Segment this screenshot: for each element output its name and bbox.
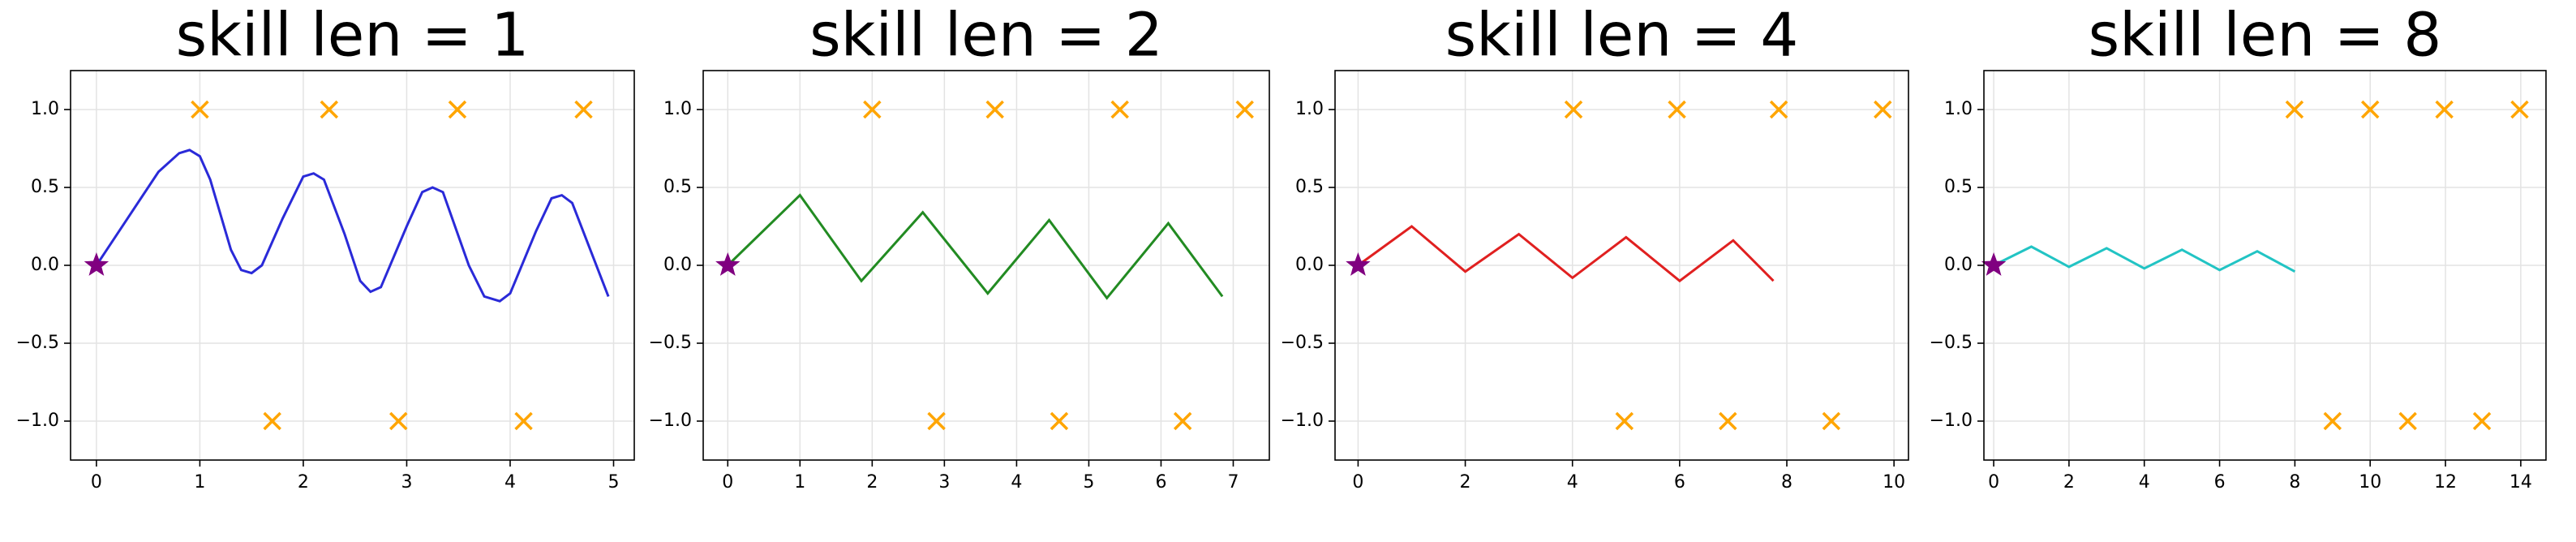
x-tick-label: 8 <box>1781 472 1792 493</box>
goal-marker <box>320 100 339 119</box>
y-tick-label: 1.0 <box>1295 99 1324 119</box>
x-tick-label: 12 <box>2434 472 2457 493</box>
goal-marker <box>927 411 946 431</box>
x-tick-label: 0 <box>1988 472 1999 493</box>
x-tick-label: 10 <box>2359 472 2381 493</box>
goal-marker <box>2510 100 2529 119</box>
y-tick-label: 0.0 <box>1295 255 1324 275</box>
goal-marker <box>1235 100 1254 119</box>
y-tick-label: −1.0 <box>1281 411 1324 431</box>
goal-marker <box>2472 411 2492 431</box>
x-tick-label: 0 <box>1352 472 1363 493</box>
axes-frame <box>70 70 635 461</box>
start-marker <box>1346 252 1371 276</box>
x-tick-label: 2 <box>298 472 309 493</box>
x-tick-label: 6 <box>2214 472 2226 493</box>
trajectory-line <box>1357 225 1775 283</box>
x-tick-label: 3 <box>938 472 950 493</box>
start-marker <box>84 252 109 276</box>
x-tick-label: 0 <box>722 472 733 493</box>
goal-marker <box>1874 100 1892 119</box>
goal-marker <box>389 411 408 431</box>
x-tick-label: 2 <box>2063 472 2075 493</box>
goal-marker <box>2285 100 2304 119</box>
y-tick-label: 0.0 <box>663 255 692 275</box>
goal-marker <box>2360 100 2380 119</box>
axes-frame <box>1983 70 2547 461</box>
goal-marker <box>2435 100 2454 119</box>
x-tick-label: 4 <box>1011 472 1022 493</box>
y-tick-label: −1.0 <box>1930 411 1973 431</box>
y-tick-label: −0.5 <box>16 333 59 353</box>
trajectory-line <box>727 193 1224 300</box>
goal-marker <box>514 411 533 431</box>
goal-marker <box>1173 411 1192 431</box>
start-marker <box>1981 252 2007 276</box>
x-tick-label: 5 <box>608 472 619 493</box>
goal-marker <box>2323 411 2342 431</box>
chart-title: skill len = 2 <box>809 1 1163 71</box>
axes-frame <box>702 70 1270 461</box>
x-tick-label: 0 <box>91 472 102 493</box>
x-tick-label: 3 <box>401 472 412 493</box>
goal-marker <box>574 100 593 119</box>
y-tick-label: 1.0 <box>1944 99 1973 119</box>
y-tick-label: −1.0 <box>649 411 692 431</box>
y-tick-label: −0.5 <box>1281 333 1324 353</box>
goal-marker <box>191 100 209 119</box>
goal-marker <box>1564 100 1583 119</box>
axes-frame <box>1334 70 1909 461</box>
y-tick-label: 1.0 <box>31 99 59 119</box>
x-tick-label: 8 <box>2289 472 2300 493</box>
chart-title: skill len = 8 <box>2089 1 2442 71</box>
goal-marker <box>1615 411 1634 431</box>
goal-marker <box>1822 411 1841 431</box>
y-tick-label: 0.5 <box>1944 177 1973 197</box>
trajectory-line <box>1993 245 2296 273</box>
y-tick-label: −0.5 <box>649 333 692 353</box>
x-tick-label: 5 <box>1083 472 1094 493</box>
goal-marker <box>1719 411 1737 431</box>
x-tick-label: 4 <box>2139 472 2150 493</box>
chart-title: skill len = 4 <box>1445 1 1799 71</box>
goal-marker <box>863 100 882 119</box>
y-tick-label: −1.0 <box>16 411 59 431</box>
y-tick-label: −0.5 <box>1930 333 1973 353</box>
chart-title: skill len = 1 <box>176 1 530 71</box>
x-tick-label: 6 <box>1674 472 1685 493</box>
x-tick-label: 2 <box>1460 472 1471 493</box>
x-tick-label: 1 <box>194 472 205 493</box>
y-tick-label: 0.0 <box>1944 255 1973 275</box>
x-tick-label: 10 <box>1883 472 1905 493</box>
x-tick-label: 6 <box>1155 472 1166 493</box>
y-tick-label: 0.5 <box>1295 177 1324 197</box>
x-tick-label: 2 <box>866 472 878 493</box>
y-tick-label: 0.5 <box>663 177 692 197</box>
x-tick-label: 7 <box>1227 472 1239 493</box>
goal-marker <box>1110 100 1129 119</box>
x-tick-label: 14 <box>2509 472 2532 493</box>
y-tick-label: 1.0 <box>663 99 692 119</box>
x-tick-label: 4 <box>1567 472 1578 493</box>
x-tick-label: 1 <box>794 472 805 493</box>
goal-marker <box>985 100 1004 119</box>
x-tick-label: 4 <box>504 472 516 493</box>
goal-marker <box>1668 100 1686 119</box>
goal-marker <box>263 411 281 431</box>
goal-marker <box>1050 411 1069 431</box>
y-tick-label: 0.0 <box>31 255 59 275</box>
goal-marker <box>1769 100 1788 119</box>
goal-marker <box>2398 411 2417 431</box>
trajectory-line <box>95 148 610 303</box>
start-marker <box>715 252 741 276</box>
goal-marker <box>448 100 467 119</box>
y-tick-label: 0.5 <box>31 177 59 197</box>
